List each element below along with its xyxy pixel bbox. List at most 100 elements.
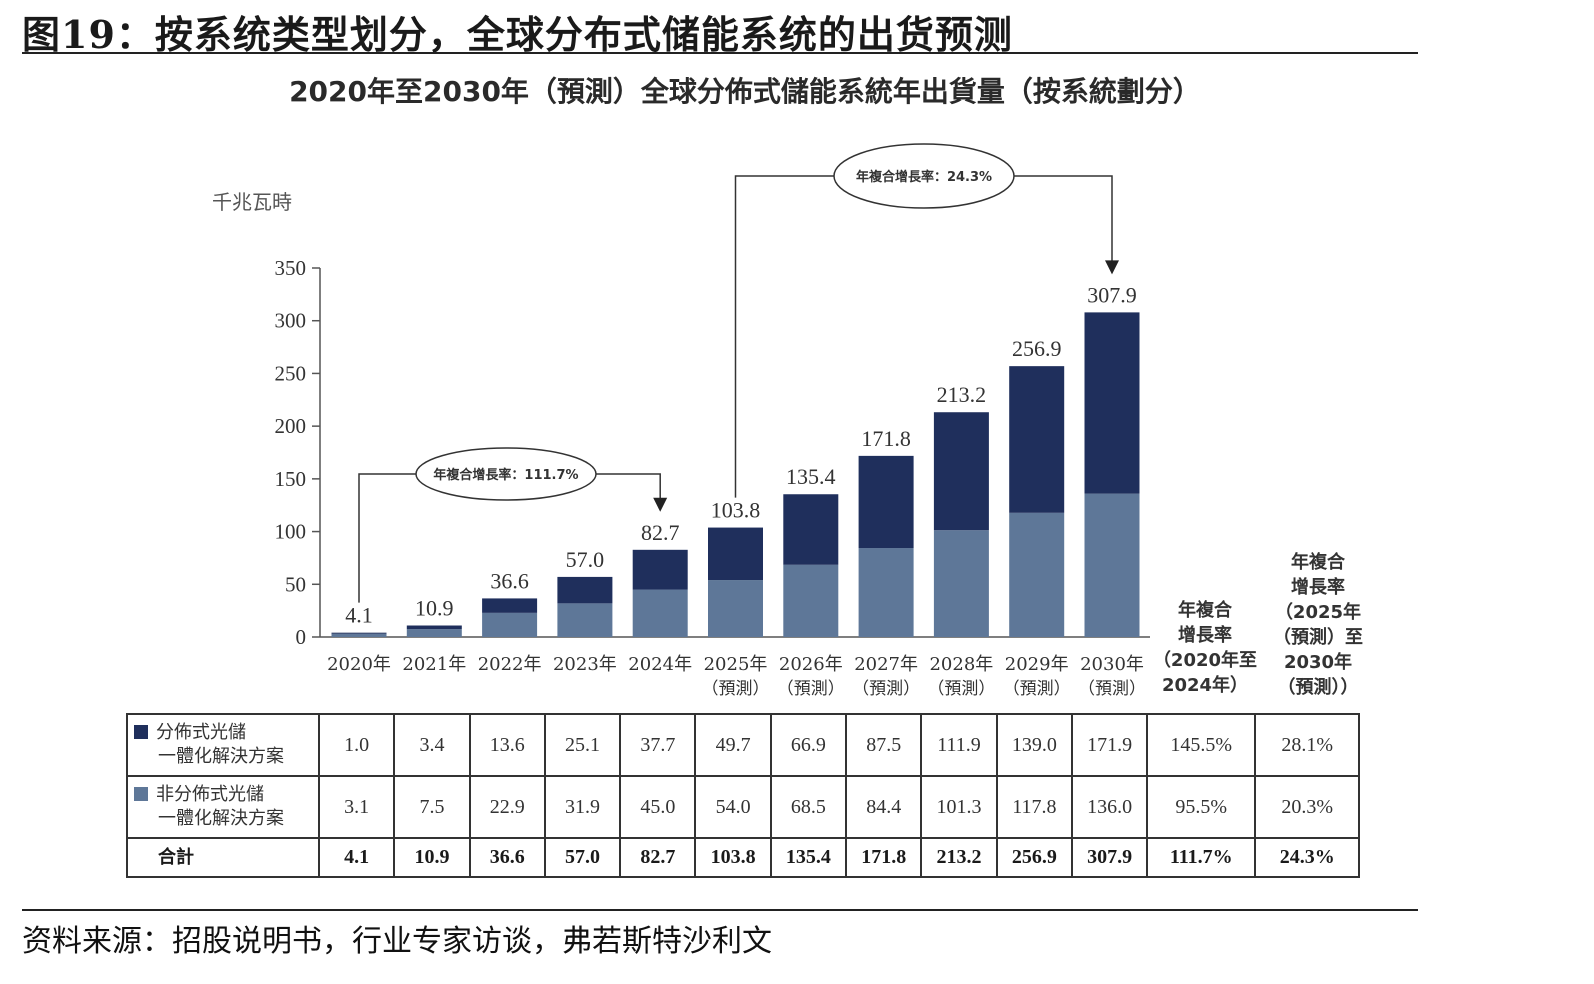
x-tick-label: 2021年 [402,654,466,675]
y-tick-label: 350 [275,256,307,280]
cagr-column-header: 增長率 [1291,576,1345,598]
table-cell: 103.8 [694,837,772,878]
table-row-non-distributed: 非分佈式光儲 一體化解決方案 3.1 7.5 22.9 31.9 45.0 54.0 68.5 8… [126,775,1361,839]
cagr-column-header: （2020年至 [1153,649,1257,671]
table-cell: 111.7% [1146,837,1257,878]
cagr-column-header: （預測）） [1278,676,1359,698]
table-cell: 171.8 [845,837,923,878]
cagr-column-header: （2025年 [1275,601,1361,623]
row-label: 合計 [126,837,320,878]
bar-segment-distributed [708,527,763,581]
x-tick-label: 2026年 [779,654,843,675]
bar-segment-non-distributed [858,548,914,637]
cagr-connector-line [734,175,834,498]
y-tick-label: 100 [275,520,307,544]
cagr-annotation-text: 年複合增長率：24.3% [856,169,992,185]
x-tick-label: 2025年 [704,654,768,675]
row-label-text: 一體化解決方案 [158,746,284,767]
table-cell: 111.9 [920,713,998,777]
table-cell: 20.3% [1254,775,1361,839]
cagr-connector-line [596,473,661,500]
table-cell: 101.3 [920,775,998,839]
x-tick-label: 2028年 [929,654,993,675]
x-tick-label: （預測） [777,679,845,699]
y-tick-label: 250 [275,361,307,385]
x-tick-label: 2027年 [854,654,918,675]
table-row-total: 合計 4.1 10.9 36.6 57.0 82.7 103.8 135.4 171.8 213.… [126,837,1361,878]
bar-segment-non-distributed [783,564,839,637]
y-tick-label: 200 [275,414,307,438]
table-cell: 10.9 [393,837,471,878]
total-value-label: 36.6 [490,568,529,593]
total-value-label: 82.7 [641,520,680,545]
bar-segment-distributed [858,455,914,549]
bar-segment-non-distributed [1009,512,1065,637]
y-tick-label: 50 [285,572,306,596]
table-cell: 95.5% [1146,775,1257,839]
total-value-label: 4.1 [345,603,373,628]
x-tick-label: 2030年 [1080,654,1144,675]
table-cell: 171.9 [1070,713,1149,777]
table-cell: 49.7 [694,713,772,777]
x-tick-label: （預測） [852,679,920,699]
bar-segment-non-distributed [331,633,387,637]
table-cell: 57.0 [543,837,622,878]
table-cell: 139.0 [995,713,1073,777]
table-cell: 307.9 [1070,837,1149,878]
x-tick-label: 2023年 [553,654,617,675]
table-cell: 45.0 [619,775,697,839]
total-value-label: 10.9 [415,596,454,621]
table-cell: 4.1 [317,837,396,878]
cagr-column-header: 2024年） [1162,674,1248,696]
table-cell: 25.1 [543,713,622,777]
bar-segment-non-distributed [708,580,763,637]
table-cell: 87.5 [845,713,923,777]
x-tick-label: 2029年 [1005,654,1069,675]
total-value-label: 171.8 [861,426,911,451]
bar-segment-non-distributed [482,612,538,637]
table-cell: 82.7 [619,837,697,878]
x-tick-label: （預測） [1078,679,1146,699]
bar-segment-distributed [1084,312,1140,494]
table-cell: 7.5 [393,775,471,839]
table-cell: 213.2 [920,837,998,878]
table-cell: 13.6 [468,713,546,777]
cagr-ellipse [415,447,597,501]
bar-segment-non-distributed [933,530,989,637]
total-value-label: 256.9 [1012,336,1062,361]
y-tick-label: 0 [296,625,307,649]
table-cell: 3.4 [393,713,471,777]
row-label-text: 分佈式光儲 [156,722,246,743]
legend-swatch [134,787,148,801]
bar-segment-distributed [557,576,613,604]
x-tick-label: 2024年 [628,654,692,675]
total-value-label: 103.8 [711,498,761,523]
chart-title: 2020年至2030年（預測）全球分佈式儲能系統年出貨量（按系統劃分） [289,75,1201,108]
x-tick-label: （預測） [1003,679,1071,699]
cagr-column-header: 年複合 [1291,551,1346,573]
table-cell: 117.8 [995,775,1073,839]
total-value-label: 213.2 [937,382,987,407]
legend-swatch [134,725,148,739]
y-tick-label: 300 [275,309,307,333]
table-cell: 66.9 [769,713,848,777]
bar-segment-distributed [406,625,462,630]
table-cell: 68.5 [769,775,848,839]
row-label-text: 合計 [158,846,194,868]
table-cell: 135.4 [769,837,848,878]
cagr-ellipse [833,143,1015,209]
y-axis-unit: 千兆瓦時 [212,190,292,214]
x-tick-label: （預測） [927,679,995,699]
table-cell: 145.5% [1146,713,1257,777]
table-row-distributed: 分佈式光儲 一體化解決方案 1.0 3.4 13.6 25.1 37.7 49.7 66.9 87… [126,713,1361,777]
figure-title: 图19：按系统类型划分，全球分布式储能系统的出货预测 [22,12,1013,57]
source-rule [22,909,1418,911]
bar-segment-distributed [482,598,538,613]
table-cell: 3.1 [317,775,396,839]
data-table: 分佈式光儲 一體化解決方案 1.0 3.4 13.6 25.1 37.7 49.7 66.9 87… [126,713,1361,878]
arrow-head-icon [653,497,668,512]
bar-segment-non-distributed [557,603,613,637]
y-tick-label: 150 [275,467,307,491]
table-cell: 1.0 [317,713,396,777]
row-label-text: 非分佈式光儲 [156,784,264,805]
